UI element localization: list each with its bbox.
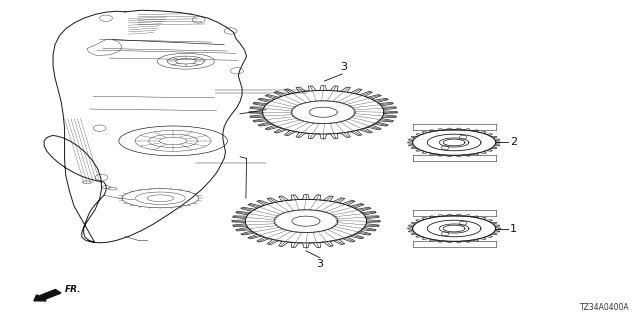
Text: TZ34A0400A: TZ34A0400A bbox=[580, 303, 630, 312]
Text: 1: 1 bbox=[510, 223, 517, 234]
Text: 3: 3 bbox=[340, 62, 347, 72]
Text: FR.: FR. bbox=[65, 285, 81, 294]
Text: 3: 3 bbox=[317, 260, 323, 269]
FancyArrow shape bbox=[34, 290, 61, 301]
Text: 2: 2 bbox=[510, 138, 517, 148]
